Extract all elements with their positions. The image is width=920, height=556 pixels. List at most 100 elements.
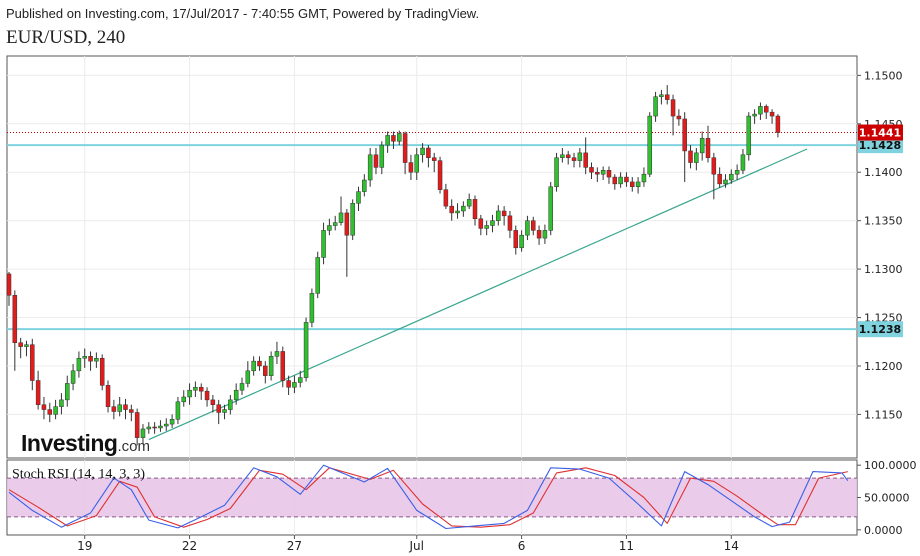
candle-body [519,234,524,249]
candle-body [88,356,93,362]
candle [82,348,87,368]
candle [408,154,414,180]
candle [764,104,769,119]
candle-body [426,147,431,158]
candle-body [350,202,355,236]
candle [309,288,315,328]
level-badge-label: 1.1428 [859,139,901,152]
stoch-d-line [8,467,848,528]
candle-body [513,230,519,249]
candle-body [193,387,198,391]
candle-body [653,96,658,117]
candle [758,102,763,120]
candle-body [216,404,221,413]
candle-body [105,385,111,407]
candle-body [245,370,251,384]
candle-body [618,176,623,185]
candle [187,383,192,405]
candle [350,199,355,241]
candle [507,210,513,239]
candle-body [41,404,47,410]
candle [292,375,297,394]
candle-body [583,152,588,168]
candle-body [379,144,385,168]
candle [571,152,577,168]
candle-body [198,387,204,392]
candle-body [630,181,635,188]
candle-body [501,210,507,217]
logo-brand: Investing [21,430,118,456]
candle-body [99,357,105,386]
stoch-tick-label: 100.0000 [864,459,917,472]
candle [531,216,536,236]
time-tick-label: 22 [182,539,197,553]
level-badge-label: 1.1238 [859,323,901,336]
candle-body [210,399,216,405]
candle-body [734,170,740,175]
candle-body [385,135,390,146]
candle-body [699,138,705,154]
candle-body [94,357,99,362]
candle-body [548,186,553,231]
candle-body [117,404,122,412]
candle-body [12,295,18,343]
candle [699,131,705,161]
candle [769,109,775,124]
candle-body [303,322,309,378]
candle-body [233,389,239,401]
candle-body [47,409,53,415]
candle-body [764,106,769,113]
candle [496,205,501,226]
candle [373,148,379,175]
candle [6,272,12,306]
candle [99,354,105,391]
candle [367,148,373,187]
candle [653,91,658,122]
candle-body [24,344,29,347]
candle [513,225,519,255]
symbol-title: EUR/USD, 240 [6,27,126,48]
candle [630,177,635,192]
candle-body [571,157,577,161]
candle [53,399,58,420]
candle [624,172,629,187]
candle [402,131,408,175]
candle-body [536,230,542,239]
candle-body [146,426,152,430]
candle-body [659,94,664,97]
candle [30,338,35,391]
candle-body [664,94,670,100]
candle-body [554,157,559,188]
candle-body [577,152,583,161]
candle-body [35,380,41,405]
candle [595,167,600,182]
candle-body [606,170,612,178]
candle-body [612,176,618,185]
current-price-label: 1.1441 [859,127,901,140]
candle-body [338,212,344,223]
price-pane-frame [6,55,858,459]
candle-body [53,406,58,415]
price-tick-label: 1.1500 [864,69,903,82]
candle [210,395,216,413]
price-tick-label: 1.1200 [864,360,903,373]
candle-body [70,370,76,384]
candle [723,174,728,188]
candle-body [321,230,326,258]
candle-body [6,273,12,296]
candle-body [565,154,571,158]
candle [280,346,286,388]
candle [379,141,385,175]
candle-body [455,210,460,214]
logo-tld: .com [117,438,150,455]
candle-body [129,409,134,413]
candle-body [466,199,472,207]
candle [647,112,652,178]
candle [542,224,548,244]
candle-body [775,115,781,133]
time-tick-label: 14 [724,539,739,553]
candle [565,150,571,165]
candle-body [344,212,350,236]
candle [193,381,198,397]
